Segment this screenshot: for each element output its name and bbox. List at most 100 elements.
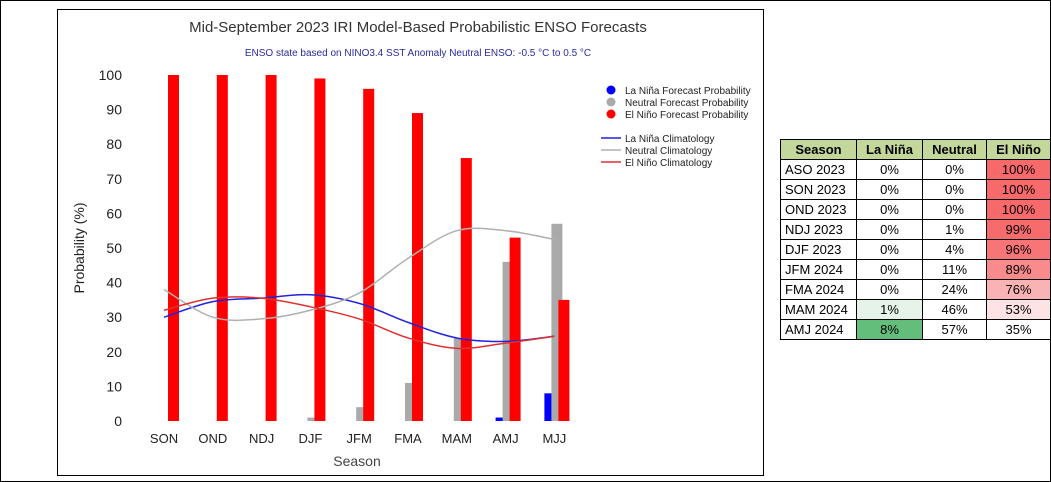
legend-marker xyxy=(606,97,616,107)
season-cell: ASO 2023 xyxy=(780,159,857,180)
x-axis-label: Season xyxy=(333,453,380,469)
y-tick-label: 20 xyxy=(106,344,122,360)
x-tick-label: AMJ xyxy=(493,431,519,446)
x-tick-label: JFM xyxy=(347,431,372,446)
elnino-cell: 100% xyxy=(986,159,1051,180)
bar-elnino xyxy=(265,75,277,421)
climatology-line-lanina xyxy=(163,293,555,343)
lanina-cell: 0% xyxy=(856,219,923,240)
neutral-cell: 0% xyxy=(922,159,987,180)
chart-subtitle: ENSO state based on NINO3.4 SST Anomaly … xyxy=(245,48,591,59)
col-header-neutral: Neutral xyxy=(922,139,987,160)
bar-elnino xyxy=(216,75,228,421)
x-tick-label: MAM xyxy=(442,431,472,446)
x-tick-label: SON xyxy=(150,431,178,446)
y-tick-label: 30 xyxy=(106,309,122,325)
bar-elnino xyxy=(412,113,423,421)
table-row: SON 2023 0% 0% 100% xyxy=(780,179,1051,200)
lanina-cell: 0% xyxy=(856,239,923,260)
lanina-cell: 0% xyxy=(856,259,923,280)
elnino-cell: 76% xyxy=(986,279,1051,300)
season-cell: AMJ 2024 xyxy=(780,319,857,340)
y-tick-label: 80 xyxy=(106,136,122,152)
neutral-cell: 0% xyxy=(922,199,987,220)
chart-title: Mid-September 2023 IRI Model-Based Proba… xyxy=(189,19,647,36)
y-tick-label: 0 xyxy=(114,413,122,429)
enso-forecast-chart: Mid-September 2023 IRI Model-Based Proba… xyxy=(57,9,764,476)
bar-elnino xyxy=(509,237,521,421)
bar-elnino xyxy=(168,75,179,421)
y-tick-label: 10 xyxy=(106,378,122,394)
y-tick-label: 90 xyxy=(106,102,122,118)
bar-lanina xyxy=(495,417,507,421)
y-tick-label: 50 xyxy=(106,240,122,256)
season-cell: OND 2023 xyxy=(780,199,857,220)
x-tick-label: FMA xyxy=(394,431,422,446)
season-cell: DJF 2023 xyxy=(780,239,857,260)
legend-label: La Niña Climatology xyxy=(625,134,715,145)
table-row: JFM 2024 0% 11% 89% xyxy=(780,259,1051,280)
bar-elnino xyxy=(314,78,326,422)
table-row: ASO 2023 0% 0% 100% xyxy=(780,159,1051,180)
legend-label: Neutral Climatology xyxy=(625,146,712,157)
bar-neutral xyxy=(405,382,416,421)
probability-table: Season La Niña Neutral El Niño ASO 2023 0… xyxy=(780,139,1051,340)
lanina-cell: 0% xyxy=(856,279,923,300)
bar-lanina xyxy=(544,393,556,421)
elnino-cell: 35% xyxy=(986,319,1051,340)
col-header-elnino: El Niño xyxy=(986,139,1051,160)
neutral-cell: 11% xyxy=(922,259,987,280)
lanina-cell: 8% xyxy=(856,319,923,340)
legend-label: El Niño Climatology xyxy=(625,158,712,169)
lanina-cell: 1% xyxy=(856,299,923,320)
x-tick-label: OND xyxy=(198,431,227,446)
elnino-cell: 99% xyxy=(986,219,1051,240)
legend-marker xyxy=(606,85,616,95)
climatology-line-elnino xyxy=(163,296,555,350)
y-tick-label: 100 xyxy=(99,67,123,83)
table-header-row: Season La Niña Neutral El Niño xyxy=(780,139,1051,160)
lanina-cell: 0% xyxy=(856,199,923,220)
legend-label: El Niño Forecast Probability xyxy=(625,110,748,121)
table-row: MAM 2024 1% 46% 53% xyxy=(780,299,1051,320)
bar-neutral xyxy=(356,407,368,421)
elnino-cell: 96% xyxy=(986,239,1051,260)
bar-neutral xyxy=(551,223,563,421)
table-row: AMJ 2024 8% 57% 35% xyxy=(780,319,1051,340)
neutral-cell: 57% xyxy=(922,319,987,340)
season-cell: FMA 2024 xyxy=(780,279,857,300)
neutral-cell: 0% xyxy=(922,179,987,200)
legend-label: La Niña Forecast Probability xyxy=(625,86,751,97)
x-tick-label: NDJ xyxy=(249,431,274,446)
bar-neutral xyxy=(453,337,465,421)
bar-elnino xyxy=(363,88,375,421)
elnino-cell: 89% xyxy=(986,259,1051,280)
neutral-cell: 1% xyxy=(922,219,987,240)
legend-label: Neutral Forecast Probability xyxy=(625,98,748,109)
x-tick-label: MJJ xyxy=(542,431,566,446)
table-row: NDJ 2023 0% 1% 99% xyxy=(780,219,1051,240)
elnino-cell: 53% xyxy=(986,299,1051,320)
table-row: FMA 2024 0% 24% 76% xyxy=(780,279,1051,300)
x-tick-label: DJF xyxy=(298,431,322,446)
col-header-lanina: La Niña xyxy=(856,139,923,160)
bar-neutral xyxy=(307,417,319,421)
lanina-cell: 0% xyxy=(856,179,923,200)
neutral-cell: 24% xyxy=(922,279,987,300)
y-tick-label: 40 xyxy=(106,275,122,291)
neutral-cell: 4% xyxy=(922,239,987,260)
bar-elnino xyxy=(460,158,472,422)
table-row: OND 2023 0% 0% 100% xyxy=(780,199,1051,220)
climatology-line-neutral xyxy=(163,227,555,322)
elnino-cell: 100% xyxy=(986,199,1051,220)
table-row: DJF 2023 0% 4% 96% xyxy=(780,239,1051,260)
bar-elnino xyxy=(558,299,570,421)
lanina-cell: 0% xyxy=(856,159,923,180)
y-axis-label: Probability (%) xyxy=(71,202,87,293)
season-cell: JFM 2024 xyxy=(780,259,857,280)
legend-marker xyxy=(606,109,616,119)
season-cell: MAM 2024 xyxy=(780,299,857,320)
elnino-cell: 100% xyxy=(986,179,1051,200)
y-tick-label: 70 xyxy=(106,171,122,187)
chart-canvas: Mid-September 2023 IRI Model-Based Proba… xyxy=(71,19,751,469)
